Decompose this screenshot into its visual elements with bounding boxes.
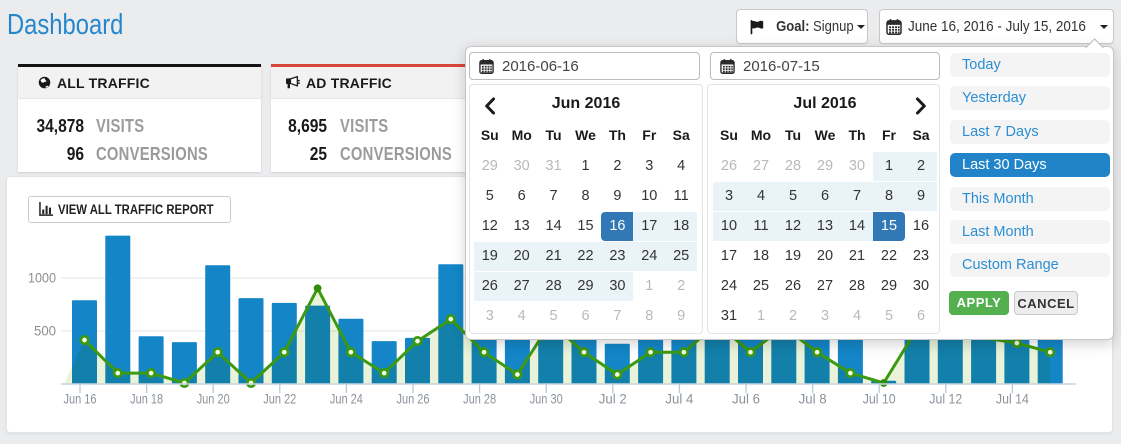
svg-text:Jun 24: Jun 24	[330, 391, 363, 407]
svg-text:Jul 4: Jul 4	[665, 391, 693, 407]
svg-text:Jul 2: Jul 2	[599, 391, 627, 407]
svg-text:500: 500	[34, 324, 56, 339]
svg-text:Jul 8: Jul 8	[799, 391, 827, 407]
svg-text:Jun 18: Jun 18	[130, 391, 163, 407]
svg-text:Jul 12: Jul 12	[929, 391, 962, 407]
svg-text:1000: 1000	[28, 271, 56, 286]
svg-text:Jun 28: Jun 28	[463, 391, 496, 407]
svg-text:Jul 14: Jul 14	[996, 391, 1029, 407]
svg-text:Jun 26: Jun 26	[397, 391, 430, 407]
svg-text:Jun 30: Jun 30	[530, 391, 563, 407]
svg-text:Jul 10: Jul 10	[863, 391, 896, 407]
svg-text:Jun 22: Jun 22	[263, 391, 296, 407]
svg-text:Jun 20: Jun 20	[197, 391, 230, 407]
svg-text:Jun 16: Jun 16	[64, 391, 97, 407]
svg-text:Jul 6: Jul 6	[732, 391, 760, 407]
